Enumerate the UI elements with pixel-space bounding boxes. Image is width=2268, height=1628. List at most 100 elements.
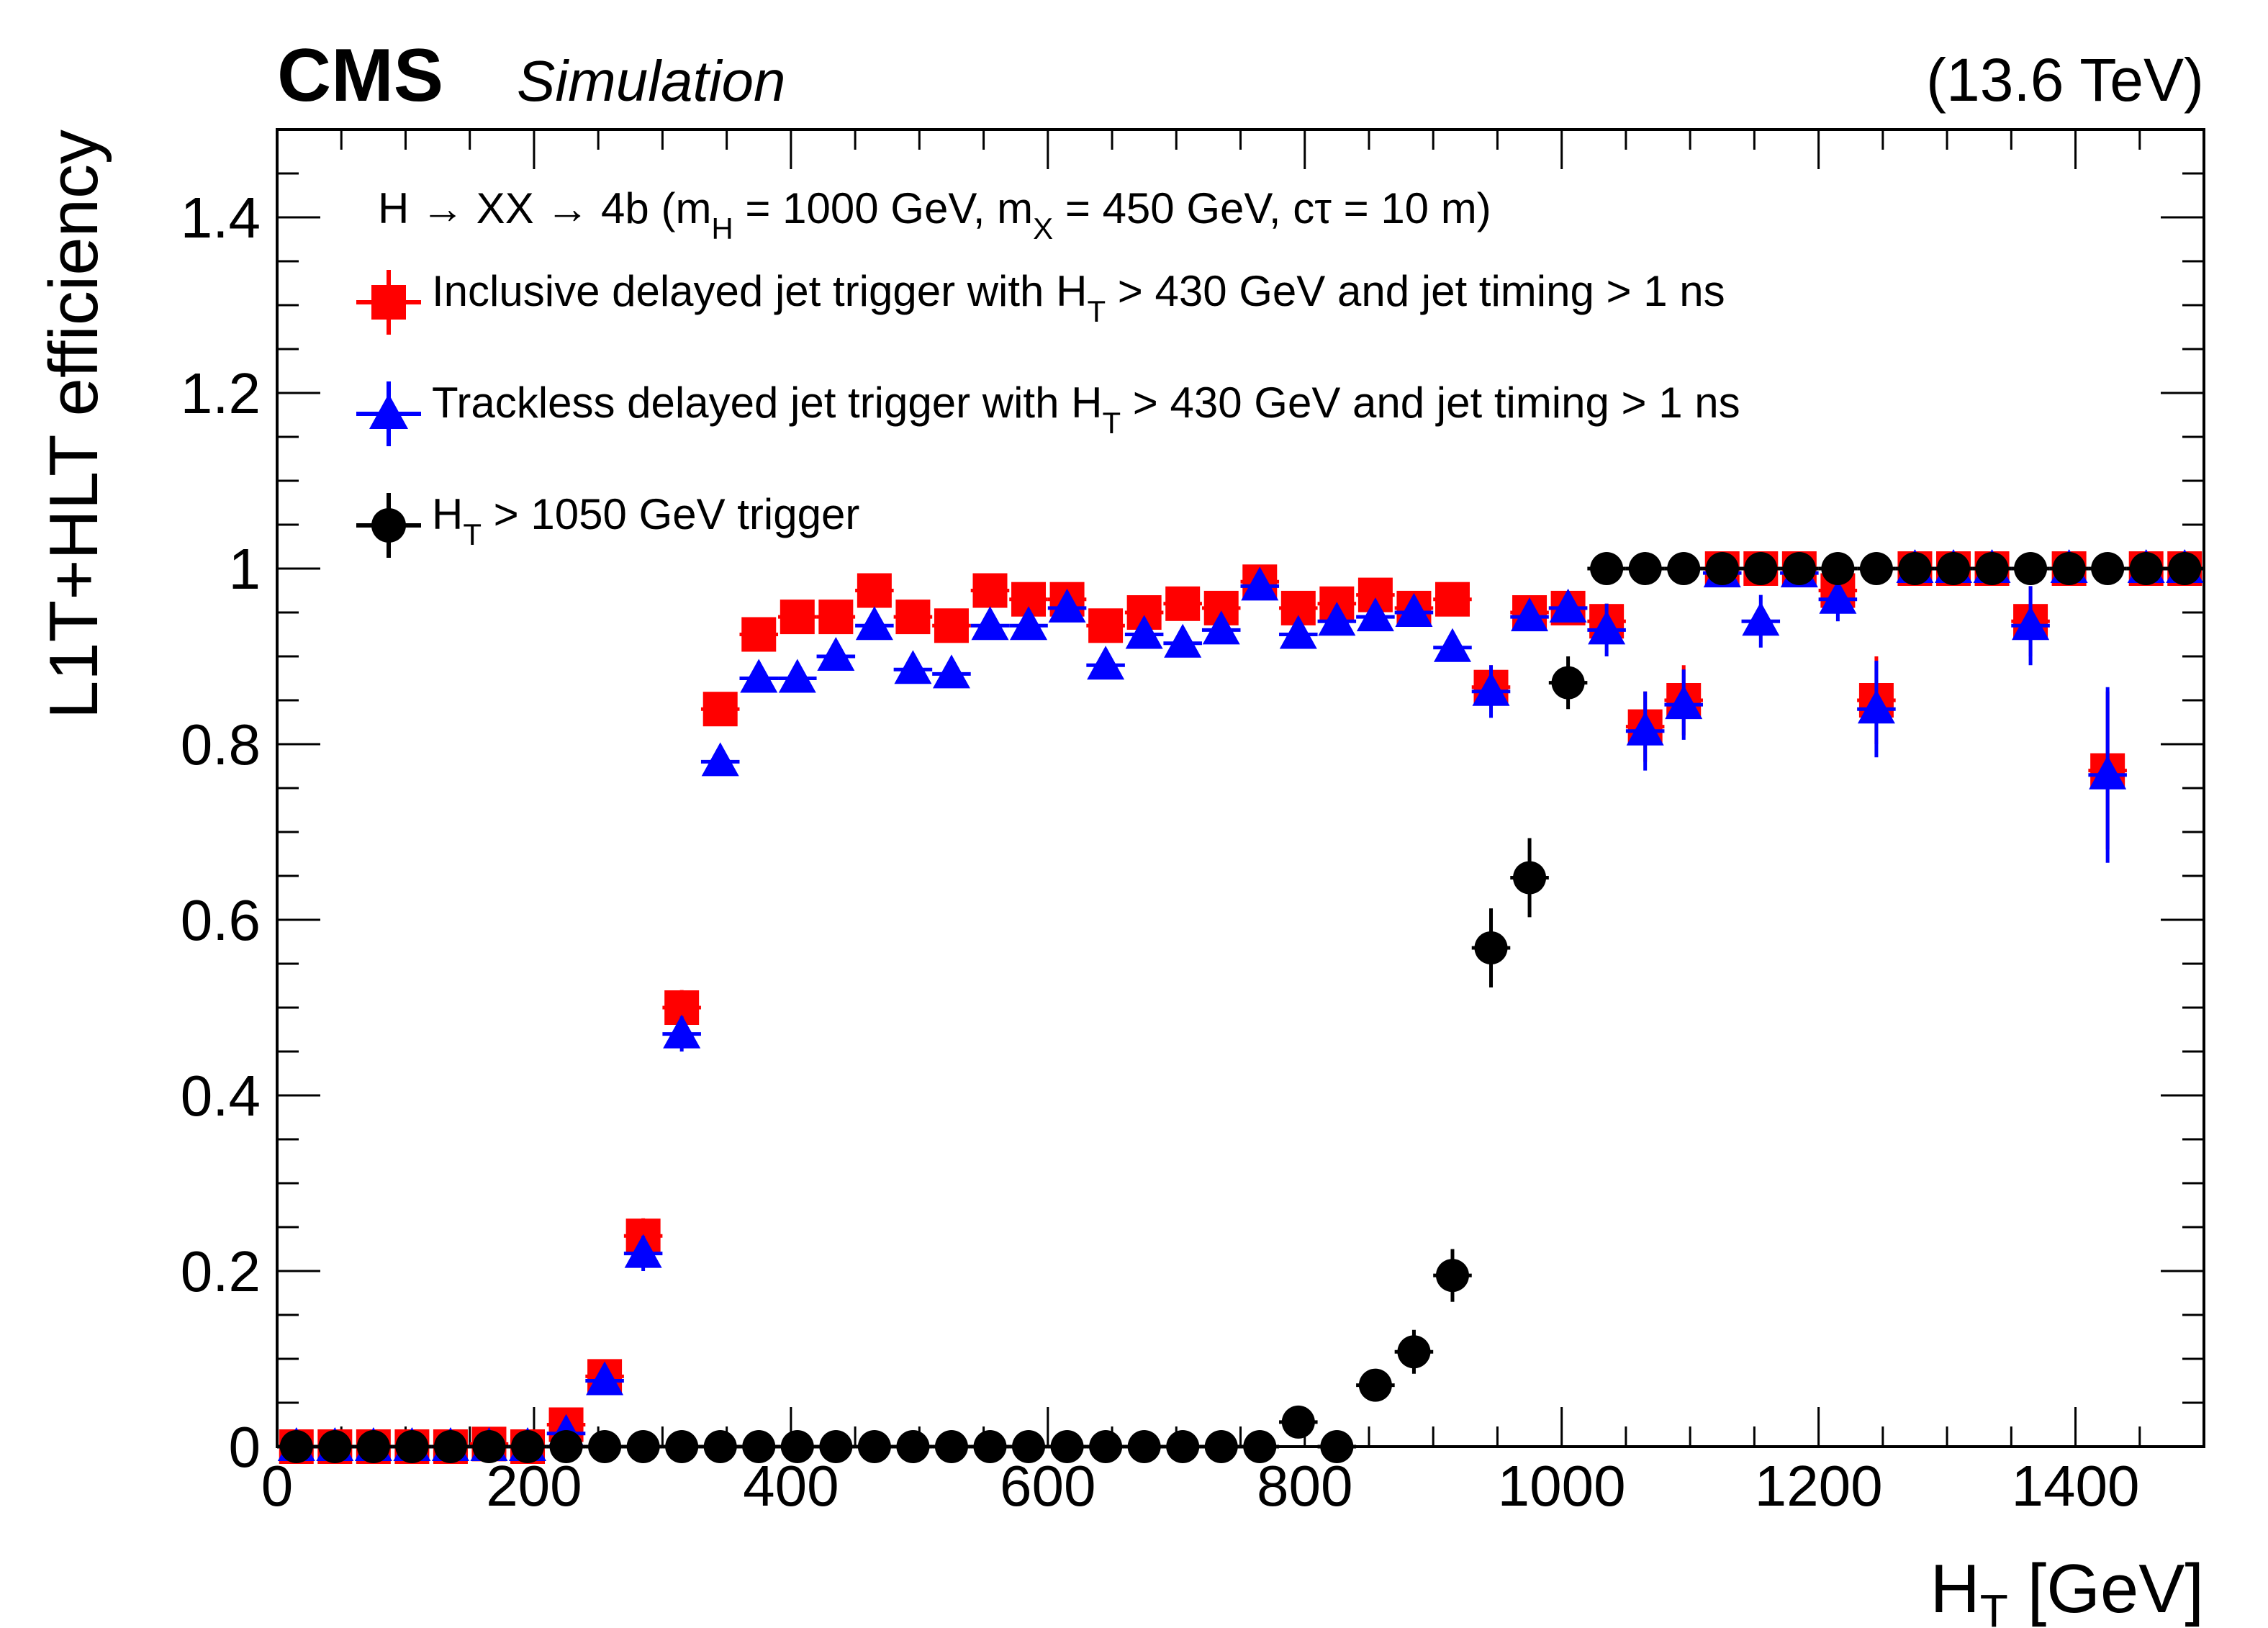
data-point-ht [662,1430,701,1463]
data-point-ht [585,1430,624,1463]
data-point-ht [546,1430,586,1463]
data-point-ht [623,1430,663,1463]
x-tick-label: 1000 [1498,1454,1626,1518]
data-point-ht [354,1430,393,1463]
data-point-trackless [855,606,894,641]
data-point-trackless [932,654,971,689]
data-point-inclusive [1086,608,1125,643]
data-point-trackless [816,637,856,671]
legend-marker-inclusive [356,270,421,335]
data-point-trackless [1548,588,1588,623]
data-point-ht [1279,1405,1318,1439]
y-tick-label: 0.6 [181,888,261,952]
y-tick-label: 1.4 [181,186,261,250]
legend-marker-ht [356,493,421,558]
data-point-trackless [1047,588,1087,623]
energy-label: (13.6 TeV) [1926,46,2204,114]
y-axis-title: L1T+HLT efficiency [35,130,112,719]
legend-header: H → XX → 4b (mH = 1000 GeV, mX = 450 GeV… [378,184,1491,245]
legend-marker-trackless [356,381,421,446]
data-point-ht [1625,552,1665,585]
data-point-inclusive [1433,582,1472,617]
data-point-ht [315,1430,355,1463]
data-point-trackless [778,659,817,693]
data-point-ht [469,1430,509,1463]
data-points [277,549,2204,1464]
data-point-inclusive [855,573,894,608]
data-point-inclusive [970,573,1010,608]
data-point-trackless [1356,597,1395,632]
data-point-ht [1394,1329,1434,1374]
data-point-trackless [700,742,740,777]
data-point-trackless [1124,615,1164,649]
y-tick-label: 1 [229,537,261,601]
data-point-ht [1741,552,1781,585]
data-point-ht [816,1430,856,1463]
data-point-trackless [1086,646,1125,680]
plot-frame [276,128,2205,1448]
data-point-ht [1009,1430,1048,1463]
data-point-ht [855,1430,894,1463]
axis-ticks [276,128,2205,1448]
x-tick-label: 1400 [2012,1454,2140,1518]
x-axis-title: HT [GeV] [1930,1550,2204,1628]
data-point-ht [1356,1368,1395,1402]
data-point-inclusive [778,600,817,635]
legend: H → XX → 4b (mH = 1000 GeV, mX = 450 GeV… [356,184,1740,558]
legend-label-ht: HT > 1050 GeV trigger [432,490,859,551]
data-point-ht [1317,1430,1357,1463]
data-point-ht [1664,552,1703,585]
x-tick-labels: 0 200 400 600 800 1000 1200 1400 [261,1454,2140,1518]
data-point-ht [932,1430,971,1463]
data-point-ht [700,1430,740,1463]
y-tick-label: 0 [229,1415,261,1479]
data-point-ht [2126,552,2166,585]
data-point-trackless [1279,615,1318,649]
data-point-ht [893,1430,933,1463]
data-point-trackless [1201,610,1241,645]
data-point-ht [1124,1430,1164,1463]
data-point-ht [2011,552,2050,585]
y-tick-labels: 0 0.2 0.4 0.6 0.8 1 1.2 1.4 [181,186,261,1479]
data-point-trackless [2011,586,2050,666]
data-point-ht [739,1430,779,1463]
data-point-ht [1471,908,1511,987]
data-point-ht [392,1430,432,1463]
data-point-ht [1818,552,1858,585]
x-tick-label: 200 [486,1454,582,1518]
data-point-trackless [1433,628,1472,662]
data-point-trackless [1394,593,1434,627]
data-point-ht [1240,1430,1280,1463]
data-point-trackless [1510,597,1549,632]
data-point-trackless [1741,594,1781,648]
data-point-ht [778,1430,817,1463]
data-point-ht [1702,552,1742,585]
data-point-trackless [1471,665,1511,718]
data-point-ht [970,1430,1010,1463]
data-point-inclusive [739,617,779,652]
data-point-inclusive [1009,582,1048,617]
data-point-trackless [1317,602,1357,636]
data-point-trackless [1587,603,1626,656]
data-point-ht [1780,552,1819,585]
data-point-ht [2049,552,2089,585]
data-point-trackless [739,659,779,693]
data-point-trackless [1664,669,1703,740]
y-tick-label: 1.2 [181,361,261,425]
data-point-ht [1548,656,1588,710]
data-point-ht [1895,552,1935,585]
data-point-ht [1510,838,1549,918]
data-point-ht [1086,1430,1125,1463]
data-point-inclusive [816,600,856,635]
experiment-label: CMS [277,34,443,117]
data-point-inclusive [932,608,971,643]
data-point-inclusive [1163,586,1202,621]
data-point-trackless [1009,606,1048,641]
data-point-trackless [1625,691,1665,771]
x-tick-label: 1200 [1755,1454,1883,1518]
data-point-ht [1163,1430,1202,1463]
data-point-ht [1433,1249,1472,1302]
data-point-trackless [623,1234,663,1271]
data-point-ht [1972,552,2012,585]
